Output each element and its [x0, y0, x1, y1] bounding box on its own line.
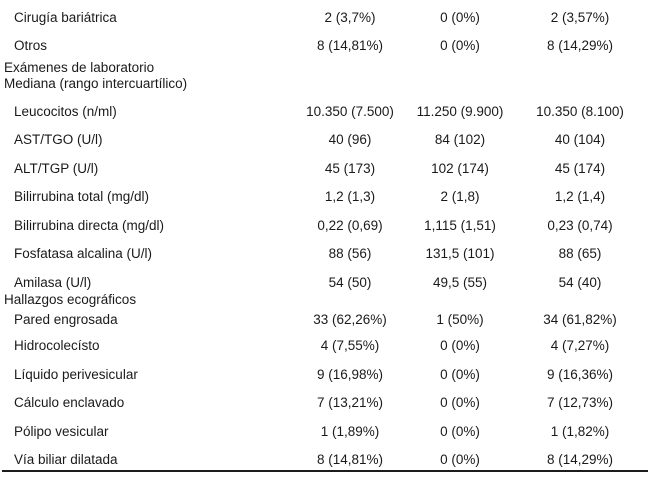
cell-group1: 9 (16,98%)	[316, 366, 384, 382]
cell-group2: 11.250 (9.900)	[416, 103, 504, 119]
row-label: AST/TGO (U/l)	[14, 132, 103, 148]
row-label: Bilirrubina total (mg/dl)	[14, 189, 150, 205]
table-bottom-rule	[2, 470, 648, 472]
table-row: ALT/TGP (U/l) 45 (173) 102 (174) 45 (174…	[0, 154, 650, 183]
table-row: Cálculo enclavado 7 (13,21%) 0 (0%) 7 (1…	[0, 389, 650, 418]
cell-group2: 0 (0%)	[440, 395, 480, 411]
row-label: Otros	[14, 38, 48, 54]
cell-group3: 1 (1,82%)	[550, 423, 610, 439]
cell-group1: 2 (3,7%)	[324, 9, 376, 25]
cell-group1: 10.350 (7.500)	[306, 103, 394, 119]
section-header-ecograficos: Hallazgos ecográficos	[0, 292, 650, 308]
cell-group3: 40 (104)	[554, 132, 606, 148]
cell-group2: 0 (0%)	[440, 452, 480, 468]
cell-group2: 49,5 (55)	[432, 274, 488, 290]
row-label: Amilasa (U/l)	[14, 274, 92, 290]
row-label: Cirugía bariátrica	[14, 9, 117, 25]
cell-group2: 0 (0%)	[440, 9, 480, 25]
cell-group3: 0,23 (0,74)	[547, 217, 613, 233]
cell-group2: 0 (0%)	[440, 366, 480, 382]
table-row: Otros 8 (14,81%) 0 (0%) 8 (14,29%)	[0, 32, 650, 61]
cell-group3: 10.350 (8.100)	[536, 103, 624, 119]
cell-group1: 1 (1,89%)	[320, 423, 380, 439]
cell-group1: 0,22 (0,69)	[317, 217, 383, 233]
table-row: Vía biliar dilatada 8 (14,81%) 0 (0%) 8 …	[0, 446, 650, 475]
cell-group3: 7 (12,73%)	[546, 395, 614, 411]
cell-group2: 131,5 (101)	[425, 246, 495, 262]
cell-group2: 84 (102)	[434, 132, 486, 148]
row-label: Hidrocolecísto	[14, 338, 100, 354]
row-label: Cálculo enclavado	[14, 395, 125, 411]
cell-group3: 4 (7,27%)	[550, 338, 610, 354]
section-title: Hallazgos ecográficos	[4, 291, 137, 307]
table-row: Leucocitos (n/ml) 10.350 (7.500) 11.250 …	[0, 97, 650, 126]
section-subtitle: Mediana (rango intercuartílico)	[4, 76, 188, 91]
cell-group1: 33 (62,26%)	[313, 312, 387, 327]
row-label: Pared engrosada	[14, 312, 118, 327]
row-label: Fosfatasa alcalina (U/l)	[14, 246, 153, 262]
table-row: Cirugía bariátrica 2 (3,7%) 0 (0%) 2 (3,…	[0, 3, 650, 32]
section-header-laboratorio: Exámenes de laboratorio Mediana (rango i…	[0, 60, 650, 92]
table-row: Líquido perivesicular 9 (16,98%) 0 (0%) …	[0, 360, 650, 389]
cell-group1: 4 (7,55%)	[320, 338, 380, 354]
cell-group3: 34 (61,82%)	[543, 312, 617, 327]
cell-group1: 40 (96)	[328, 132, 372, 148]
cell-group2: 1,115 (1,51)	[424, 217, 496, 233]
table-row: Bilirrubina directa (mg/dl) 0,22 (0,69) …	[0, 211, 650, 240]
table-row: Pared engrosada 33 (62,26%) 1 (50%) 34 (…	[0, 308, 650, 332]
cell-group1: 54 (50)	[328, 274, 372, 290]
table-row: Fosfatasa alcalina (U/l) 88 (56) 131,5 (…	[0, 240, 650, 269]
cell-group3: 8 (14,29%)	[546, 452, 614, 468]
row-label: Bilirrubina directa (mg/dl)	[14, 217, 165, 233]
cell-group1: 1,2 (1,3)	[324, 189, 376, 205]
cell-group3: 9 (16,36%)	[546, 366, 614, 382]
table-row: Pólipo vesicular 1 (1,89%) 0 (0%) 1 (1,8…	[0, 417, 650, 446]
cell-group2: 0 (0%)	[440, 423, 480, 439]
cell-group1: 7 (13,21%)	[316, 395, 384, 411]
table-row: Bilirrubina total (mg/dl) 1,2 (1,3) 2 (1…	[0, 183, 650, 212]
cell-group3: 45 (174)	[554, 160, 606, 176]
cell-group1: 8 (14,81%)	[316, 452, 384, 468]
cell-group2: 2 (1,8)	[440, 189, 480, 205]
cell-group2: 1 (50%)	[436, 312, 484, 327]
cell-group3: 88 (65)	[558, 246, 602, 262]
row-label: Vía biliar dilatada	[14, 452, 118, 468]
row-label: Leucocitos (n/ml)	[14, 103, 117, 119]
row-label: Pólipo vesicular	[14, 423, 109, 439]
cell-group3: 8 (14,29%)	[546, 38, 614, 54]
cell-group2: 102 (174)	[431, 160, 489, 176]
row-label: Líquido perivesicular	[14, 366, 138, 382]
cell-group1: 8 (14,81%)	[316, 38, 384, 54]
cell-group1: 45 (173)	[324, 160, 376, 176]
cell-group3: 54 (40)	[558, 274, 602, 290]
table-row: Amilasa (U/l) 54 (50) 49,5 (55) 54 (40)	[0, 268, 650, 297]
row-label: ALT/TGP (U/l)	[14, 160, 99, 176]
table-row: AST/TGO (U/l) 40 (96) 84 (102) 40 (104)	[0, 126, 650, 155]
cell-group2: 0 (0%)	[440, 38, 480, 54]
section-title: Exámenes de laboratorio	[4, 60, 155, 75]
cell-group2: 0 (0%)	[440, 338, 480, 354]
cell-group3: 2 (3,57%)	[550, 9, 610, 25]
cell-group3: 1,2 (1,4)	[554, 189, 606, 205]
cell-group1: 88 (56)	[328, 246, 372, 262]
table-row: Hidrocolecísto 4 (7,55%) 0 (0%) 4 (7,27%…	[0, 332, 650, 361]
